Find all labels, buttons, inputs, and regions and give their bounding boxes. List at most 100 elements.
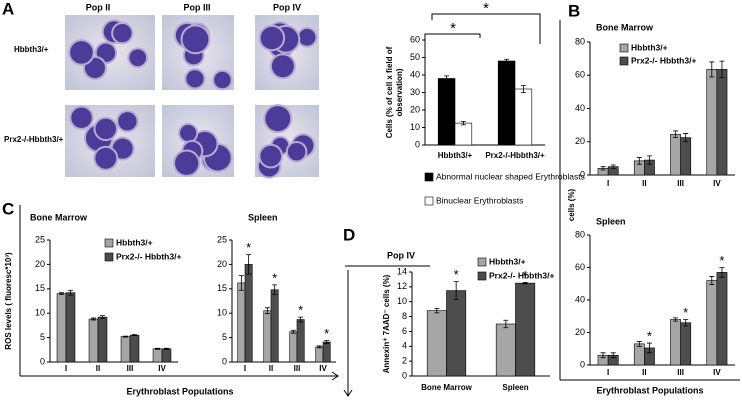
bar [237, 282, 246, 363]
y-tick-label: 8 [402, 311, 407, 321]
x-tick-label: I [607, 368, 609, 377]
y-tick-label: 10 [35, 308, 45, 318]
cell-nucleus [113, 23, 132, 43]
bar [56, 293, 67, 363]
bar [426, 310, 447, 377]
bar [716, 272, 728, 366]
bar [497, 60, 516, 146]
bar [437, 78, 456, 146]
panel-letter: C [2, 199, 14, 218]
bar [88, 318, 99, 363]
error-bar [646, 155, 652, 165]
bar [680, 322, 692, 366]
y-tick-label: 40 [575, 103, 585, 113]
bar [161, 348, 172, 363]
error-bar [67, 289, 73, 296]
significance-star: * [647, 329, 652, 344]
error-bar [636, 157, 642, 165]
error-bar [522, 282, 528, 285]
x-tick-label: IV [319, 364, 327, 373]
y-axis-label: Annexin⁺ 7AAD⁻ cells (%) [382, 274, 391, 373]
chart-title: Pop IV [387, 250, 415, 260]
error-bar [646, 342, 652, 354]
significance-star: * [523, 268, 528, 283]
error-bar [324, 340, 330, 344]
panel-frame [343, 270, 353, 397]
error-bar [719, 60, 725, 79]
panel-frame [20, 371, 339, 381]
bar [670, 133, 681, 176]
legend-label: Prx2-/- Hbbth3/+ [489, 270, 554, 280]
x-tick-label: III [677, 179, 684, 188]
cell-nucleus [118, 112, 137, 131]
bar [670, 319, 681, 366]
cell-nucleus [298, 28, 316, 46]
y-tick-label: 0 [222, 356, 227, 366]
x-tick-label: II [642, 179, 646, 188]
error-bar [238, 275, 244, 291]
bar [446, 290, 467, 377]
y-tick-label: 50 [410, 52, 420, 62]
error-bar [290, 329, 296, 334]
error-bar [610, 352, 616, 359]
x-tick-label: Hbbth3/+ [438, 151, 473, 160]
cell-nucleus [265, 106, 291, 132]
bar [129, 334, 140, 363]
y-tick-label: 25 [217, 234, 227, 244]
bar [515, 282, 536, 377]
bar [514, 88, 533, 146]
cell-nucleus [174, 151, 199, 175]
error-bar [123, 335, 129, 338]
error-bar [709, 276, 715, 285]
x-tick-label: III [294, 364, 301, 373]
cell-nucleus [260, 145, 282, 167]
significance-star: * [450, 20, 456, 37]
y-axis-label: Cells (% of cell x field of [385, 46, 394, 138]
row-label: Hbbth3/+ [14, 45, 49, 54]
legend-label: Binuclear Erythroblasts [436, 195, 523, 205]
y-tick-label: 0 [415, 139, 420, 149]
x-tick-label: I [65, 364, 67, 373]
y-axis-label: observation) [395, 68, 404, 116]
error-bar [709, 61, 715, 78]
cell-nucleus [271, 55, 294, 78]
bar [315, 346, 324, 363]
y-tick-label: 80 [575, 36, 585, 46]
legend-swatch [477, 257, 487, 267]
y-tick-label: 20 [410, 104, 420, 114]
cell-nucleus [186, 70, 204, 88]
x-tick-label: II [96, 364, 100, 373]
panel-letter: D [343, 225, 355, 244]
y-axis-label: cells (%) [567, 188, 576, 221]
significance-star: * [324, 326, 329, 341]
chart-title: Bone Marrow [596, 22, 654, 32]
significance-bracket [431, 13, 541, 44]
error-bar [673, 317, 679, 322]
significance-bracket [424, 33, 481, 42]
bar [289, 331, 298, 363]
error-bar [444, 75, 450, 82]
y-tick-label: 40 [575, 294, 585, 304]
bar [296, 319, 305, 363]
y-tick-label: 15 [217, 283, 227, 293]
y-tick-label: 2 [402, 356, 407, 366]
error-bar [434, 308, 440, 314]
significance-star: * [719, 253, 724, 268]
x-tick-label: II [642, 368, 646, 377]
cell-nucleus [214, 71, 231, 89]
y-tick-label: 5 [40, 332, 45, 342]
error-bar [683, 319, 689, 327]
x-tick-label: III [127, 364, 134, 373]
error-bar [91, 317, 97, 321]
y-tick-label: 0 [580, 359, 585, 369]
cell-nucleus [129, 49, 147, 67]
y-tick-label: 6 [402, 326, 407, 336]
y-tick-label: 10 [217, 308, 227, 318]
x-tick-label: IV [158, 364, 166, 373]
legend-label: Prx2-/- Hbbth3/+ [116, 251, 181, 261]
chart-title: Spleen [596, 216, 626, 226]
significance-star: * [272, 270, 277, 285]
legend-label: Hbbth3/+ [489, 256, 526, 266]
x-tick-label: Prx2-/-Hbbth3/+ [485, 151, 545, 160]
